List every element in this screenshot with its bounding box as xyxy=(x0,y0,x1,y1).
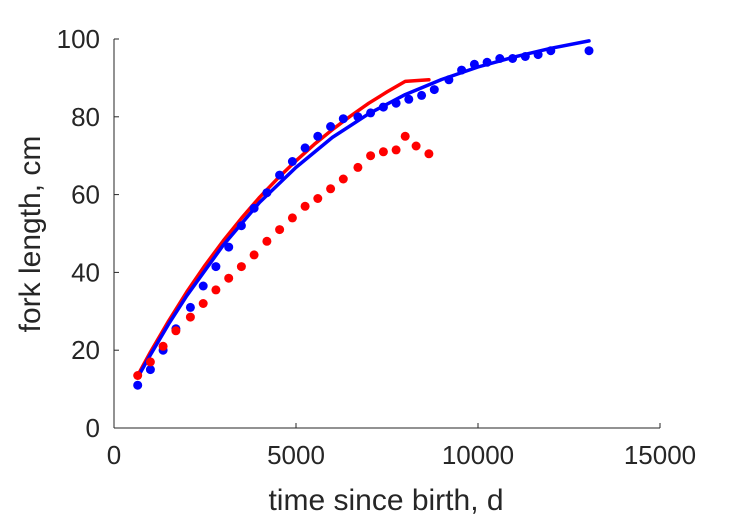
data-point-red xyxy=(400,131,410,141)
data-point-red xyxy=(249,250,259,260)
x-axis-label: time since birth, d xyxy=(268,484,503,517)
data-point-blue xyxy=(533,50,543,60)
axes: 0 5000 10000 15000 0 20 40 60 80 100 xyxy=(57,24,697,470)
data-point-red xyxy=(287,213,297,223)
data-point-blue xyxy=(326,122,336,131)
data-point-blue xyxy=(508,54,518,63)
plot-area xyxy=(133,39,594,390)
data-point-red xyxy=(262,236,272,246)
data-point-red xyxy=(338,174,348,184)
y-tick-label: 0 xyxy=(86,413,100,443)
data-point-blue xyxy=(366,108,376,118)
y-tick-label: 40 xyxy=(71,257,100,287)
data-point-red xyxy=(326,184,336,194)
data-point-red xyxy=(275,225,285,235)
data-point-blue xyxy=(236,221,246,231)
data-point-blue xyxy=(300,143,310,153)
data-point-blue xyxy=(185,302,195,312)
data-point-blue xyxy=(133,380,143,390)
data-point-red xyxy=(300,201,310,211)
data-point-red xyxy=(224,273,234,283)
x-tick-label: 10000 xyxy=(442,440,514,470)
data-point-blue xyxy=(482,57,492,67)
data-point-blue xyxy=(520,52,530,61)
data-point-blue xyxy=(198,281,208,291)
data-point-blue xyxy=(469,59,479,69)
data-point-red xyxy=(145,357,155,367)
data-point-blue xyxy=(444,75,454,85)
data-point-red xyxy=(185,312,195,322)
x-tick-label: 15000 xyxy=(624,440,696,470)
data-point-blue xyxy=(457,65,467,75)
data-point-blue xyxy=(275,170,285,180)
data-point-blue xyxy=(211,262,221,272)
data-point-red xyxy=(236,262,246,272)
data-point-blue xyxy=(391,98,401,108)
data-point-blue xyxy=(249,203,259,213)
data-point-red xyxy=(366,151,376,161)
data-point-blue xyxy=(313,131,323,141)
y-axis-label: fork length, cm xyxy=(14,136,47,333)
data-point-blue xyxy=(338,114,348,124)
data-point-red xyxy=(391,145,401,155)
data-point-blue xyxy=(429,85,439,95)
data-point-blue xyxy=(584,46,594,56)
data-point-blue xyxy=(287,157,297,166)
data-point-red xyxy=(133,371,143,380)
data-point-blue xyxy=(495,54,505,63)
data-point-blue xyxy=(145,365,155,375)
data-point-blue xyxy=(417,90,427,100)
data-point-blue xyxy=(378,102,388,112)
data-point-red xyxy=(424,149,434,159)
data-point-blue xyxy=(546,46,556,56)
data-point-red xyxy=(198,299,208,308)
data-point-red xyxy=(313,194,323,203)
data-point-red xyxy=(378,147,388,157)
y-tick-label: 60 xyxy=(71,180,100,210)
data-point-blue xyxy=(404,94,414,104)
fit-curve-blue xyxy=(135,39,591,380)
data-point-blue xyxy=(262,188,272,198)
x-tick-label: 0 xyxy=(107,440,121,470)
data-point-red xyxy=(211,285,221,295)
y-tick-label: 100 xyxy=(57,24,100,54)
data-point-blue xyxy=(353,112,363,122)
x-tick-label: 5000 xyxy=(267,440,325,470)
data-point-red xyxy=(158,341,168,351)
y-tick-label: 80 xyxy=(71,102,100,132)
data-point-blue xyxy=(224,242,234,252)
data-point-red xyxy=(171,326,181,336)
data-point-red xyxy=(411,141,421,151)
y-tick-label: 20 xyxy=(71,335,100,365)
data-point-red xyxy=(353,162,363,172)
